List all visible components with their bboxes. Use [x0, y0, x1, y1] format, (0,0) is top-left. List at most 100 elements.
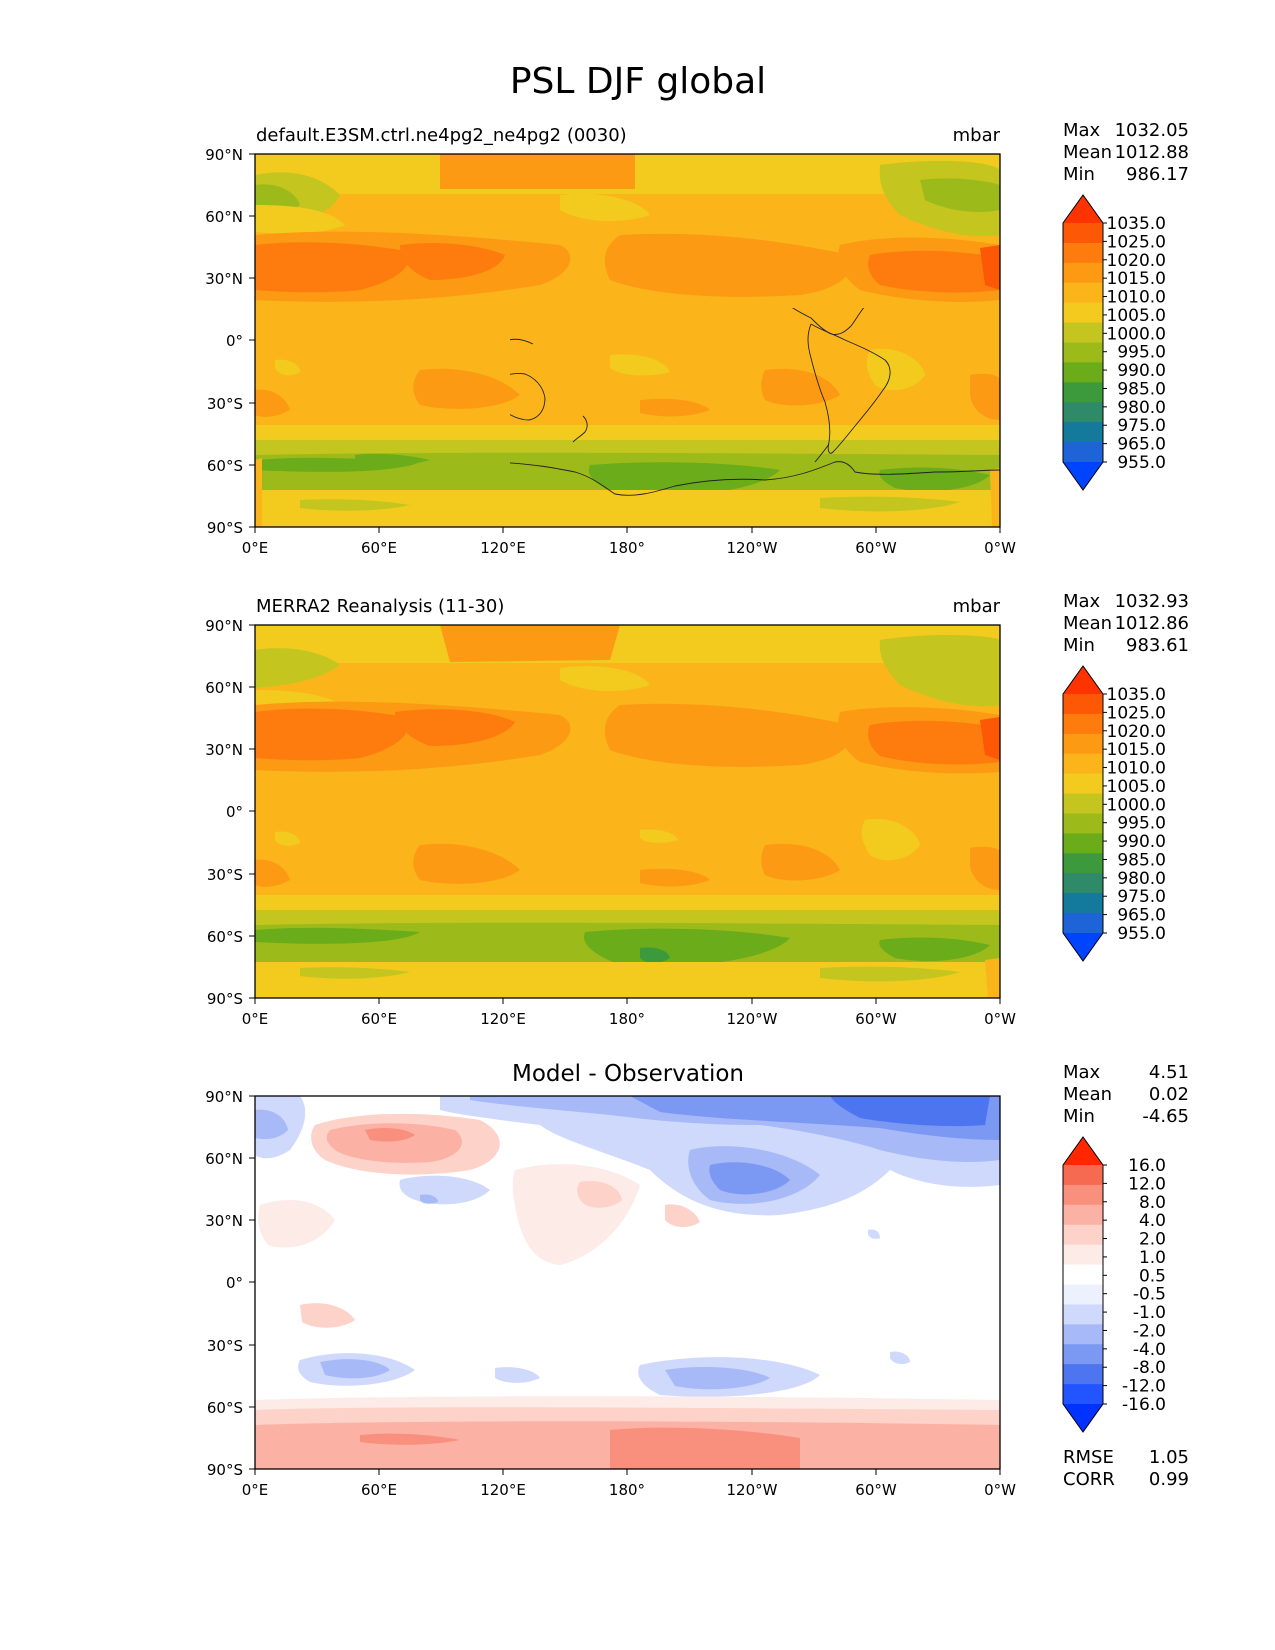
- colorbar-tick-label: 1025.0: [1107, 703, 1166, 723]
- figure-title: PSL DJF global: [510, 61, 766, 102]
- contour-map: [255, 625, 1000, 998]
- colorbar-segment: [1063, 402, 1103, 423]
- lat-tick-label: 90°S: [207, 519, 243, 537]
- lat-tick-label: 0°: [226, 332, 243, 350]
- colorbar-tick-label: 990.0: [1117, 832, 1166, 852]
- colorbar-tick-label: 985.0: [1117, 379, 1166, 399]
- colorbar-tick-label: -16.0: [1122, 1395, 1166, 1415]
- lat-tick-label: 0°: [226, 803, 243, 821]
- colorbar-segment: [1063, 422, 1103, 443]
- colorbar-tick-label: 1035.0: [1107, 685, 1166, 705]
- colorbar-segment: [1063, 223, 1103, 244]
- lon-tick-label: 0°W: [984, 1481, 1016, 1499]
- lat-tick-label: 30°N: [205, 1212, 243, 1230]
- colorbar-tick-label: 12.0: [1128, 1174, 1166, 1194]
- colorbar-tick-label: -1.0: [1133, 1303, 1166, 1323]
- colorbar-extend-min: [1063, 933, 1103, 961]
- stat-mean-value: 1012.88: [1115, 142, 1189, 163]
- stat-min-label: Min: [1063, 164, 1095, 185]
- colorbar-tick-label: 1015.0: [1107, 740, 1166, 760]
- stat-mean-value: 0.02: [1149, 1084, 1189, 1105]
- lon-axis: 0°E 60°E 120°E 180° 120°W 60°W 0°W: [242, 527, 1016, 557]
- lat-tick-label: 60°N: [205, 1150, 243, 1168]
- colorbar-extend-max: [1063, 1137, 1103, 1165]
- stat-mean-value: 1012.86: [1115, 613, 1189, 634]
- colorbar-segment: [1063, 713, 1103, 735]
- lon-tick-label: 120°W: [727, 1481, 778, 1499]
- colorbar-tick-label: 965.0: [1117, 435, 1166, 455]
- colorbar-segment: [1063, 262, 1103, 284]
- panel-title: default.E3SM.ctrl.ne4pg2_ne4pg2 (0030): [256, 125, 627, 146]
- lon-tick-label: 120°W: [727, 1010, 778, 1028]
- colorbar-segment: [1063, 1284, 1103, 1305]
- lat-tick-label: 30°N: [205, 270, 243, 288]
- colorbar-segment: [1063, 362, 1103, 383]
- colorbar-tick-label: 1010.0: [1107, 759, 1166, 779]
- colorbar-segment: [1063, 1204, 1103, 1226]
- colorbar-segment: [1063, 342, 1103, 363]
- colorbar-segment: [1063, 442, 1103, 463]
- colorbar-tick-label: 975.0: [1117, 887, 1166, 907]
- stat-min-value: -4.65: [1142, 1106, 1189, 1127]
- lat-tick-label: 60°S: [207, 928, 243, 946]
- lat-tick-label: 0°: [226, 1274, 243, 1292]
- colorbar-tick-label: 955.0: [1117, 924, 1166, 944]
- colorbar-tick-label: 1020.0: [1107, 251, 1166, 271]
- colorbar-segment: [1063, 302, 1103, 324]
- colorbar-segment: [1063, 1264, 1103, 1285]
- colorbar-tick-label: 965.0: [1117, 906, 1166, 926]
- colorbar-tick-label: 2.0: [1139, 1230, 1166, 1250]
- colorbar-tick-label: 1015.0: [1107, 269, 1166, 289]
- lon-tick-label: 60°W: [855, 1010, 897, 1028]
- colorbar-tick-label: 990.0: [1117, 361, 1166, 381]
- colorbar-tick-label: 0.5: [1139, 1266, 1166, 1286]
- colorbar-segment: [1063, 733, 1103, 755]
- stat-mean-label: Mean: [1063, 142, 1112, 163]
- colorbar-tick-label: -4.0: [1133, 1340, 1166, 1360]
- units-label: mbar: [953, 125, 1001, 146]
- lon-tick-label: 180°: [609, 1481, 645, 1499]
- colorbar-tick-label: 1005.0: [1107, 306, 1166, 326]
- colorbar-tick-label: 1020.0: [1107, 722, 1166, 742]
- lon-tick-label: 120°E: [480, 1481, 526, 1499]
- panel-title: Model - Observation: [512, 1061, 744, 1087]
- colorbar-tick-label: 985.0: [1117, 850, 1166, 870]
- lon-axis: 0°E 60°E 120°E 180° 120°W 60°W 0°W: [242, 998, 1016, 1028]
- lon-tick-label: 60°E: [361, 539, 397, 557]
- stat-min-value: 983.61: [1126, 635, 1189, 656]
- lon-tick-label: 180°: [609, 539, 645, 557]
- colorbar-tick-label: 980.0: [1117, 398, 1166, 418]
- lon-tick-label: 0°W: [984, 1010, 1016, 1028]
- colorbar-tick-label: 1000.0: [1107, 795, 1166, 815]
- colorbar-tick-label: 8.0: [1139, 1193, 1166, 1213]
- contour-map: [255, 154, 1000, 527]
- rmse-value: 1.05: [1149, 1447, 1189, 1468]
- stat-max-label: Max: [1063, 120, 1101, 141]
- colorbar-tick-label: -8.0: [1133, 1358, 1166, 1378]
- colorbar-segment: [1063, 813, 1103, 834]
- lon-tick-label: 120°E: [480, 539, 526, 557]
- lon-tick-label: 60°E: [361, 1481, 397, 1499]
- panel-difference: Model - Observation: [205, 1061, 1189, 1499]
- colorbar-tick-label: -0.5: [1133, 1285, 1166, 1305]
- colorbar-segment: [1063, 242, 1103, 264]
- colorbar-tick-label: 975.0: [1117, 416, 1166, 436]
- lat-tick-label: 90°N: [205, 617, 243, 635]
- units-label: mbar: [953, 596, 1001, 617]
- contour-map: [255, 1096, 1000, 1469]
- colorbar-segment: [1063, 1384, 1103, 1405]
- colorbar-tick-label: 1000.0: [1107, 324, 1166, 344]
- lat-tick-label: 30°N: [205, 741, 243, 759]
- colorbar-segment: [1063, 913, 1103, 934]
- colorbar-segment: [1063, 1244, 1103, 1266]
- colorbar-segment: [1063, 694, 1103, 715]
- colorbar-extend-min: [1063, 1404, 1103, 1432]
- colorbar-segment: [1063, 753, 1103, 775]
- colorbar: 1035.01025.01020.01015.01010.01005.01000…: [1062, 194, 1166, 491]
- colorbar-segment: [1063, 1364, 1103, 1385]
- lat-tick-label: 60°S: [207, 457, 243, 475]
- lon-tick-label: 60°W: [855, 539, 897, 557]
- rmse-label: RMSE: [1063, 1447, 1114, 1468]
- colorbar-segment: [1063, 1165, 1103, 1186]
- colorbar-segment: [1063, 1224, 1103, 1246]
